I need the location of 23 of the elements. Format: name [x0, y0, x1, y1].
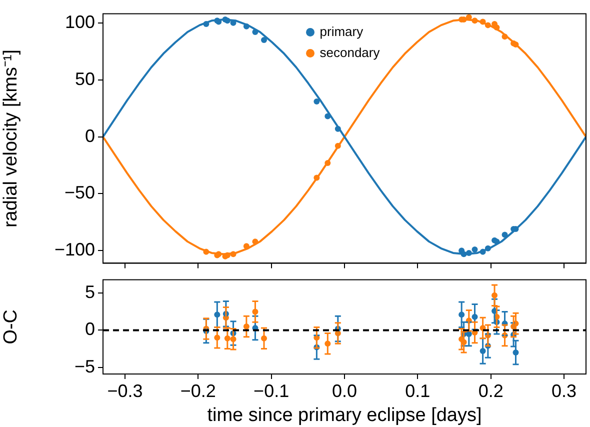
point [314, 98, 320, 104]
y-tick-label: −5 [74, 356, 95, 376]
x-tick-label: −0.1 [254, 380, 290, 401]
legend-label: secondary [320, 44, 380, 60]
x-axis-title: time since primary eclipse [days] [207, 404, 482, 426]
y-tick-label: 50 [74, 68, 95, 89]
legend-label: primary [320, 24, 364, 39]
x-tick-label: 0.1 [405, 380, 430, 401]
y-tick-label: 0 [84, 126, 95, 146]
y-axis-title: radial velocity [kms⁻¹] [0, 49, 22, 228]
y-tick-label: 5 [84, 282, 95, 302]
y-tick-label: 100 [64, 12, 95, 32]
x-tick-label: 0.2 [478, 380, 504, 401]
x-tick-label: 0.0 [332, 380, 358, 401]
x-tick-label: 0.3 [552, 380, 577, 401]
x-tick-label: −0.2 [180, 380, 216, 401]
point [472, 246, 478, 253]
y-tick-label: 0 [84, 319, 95, 340]
x-tick-label: −0.3 [107, 380, 143, 401]
y-tick-label: −50 [64, 182, 95, 203]
point [261, 36, 267, 43]
y-axis-title: O-C [0, 309, 22, 344]
y-tick-label: −100 [54, 240, 95, 260]
